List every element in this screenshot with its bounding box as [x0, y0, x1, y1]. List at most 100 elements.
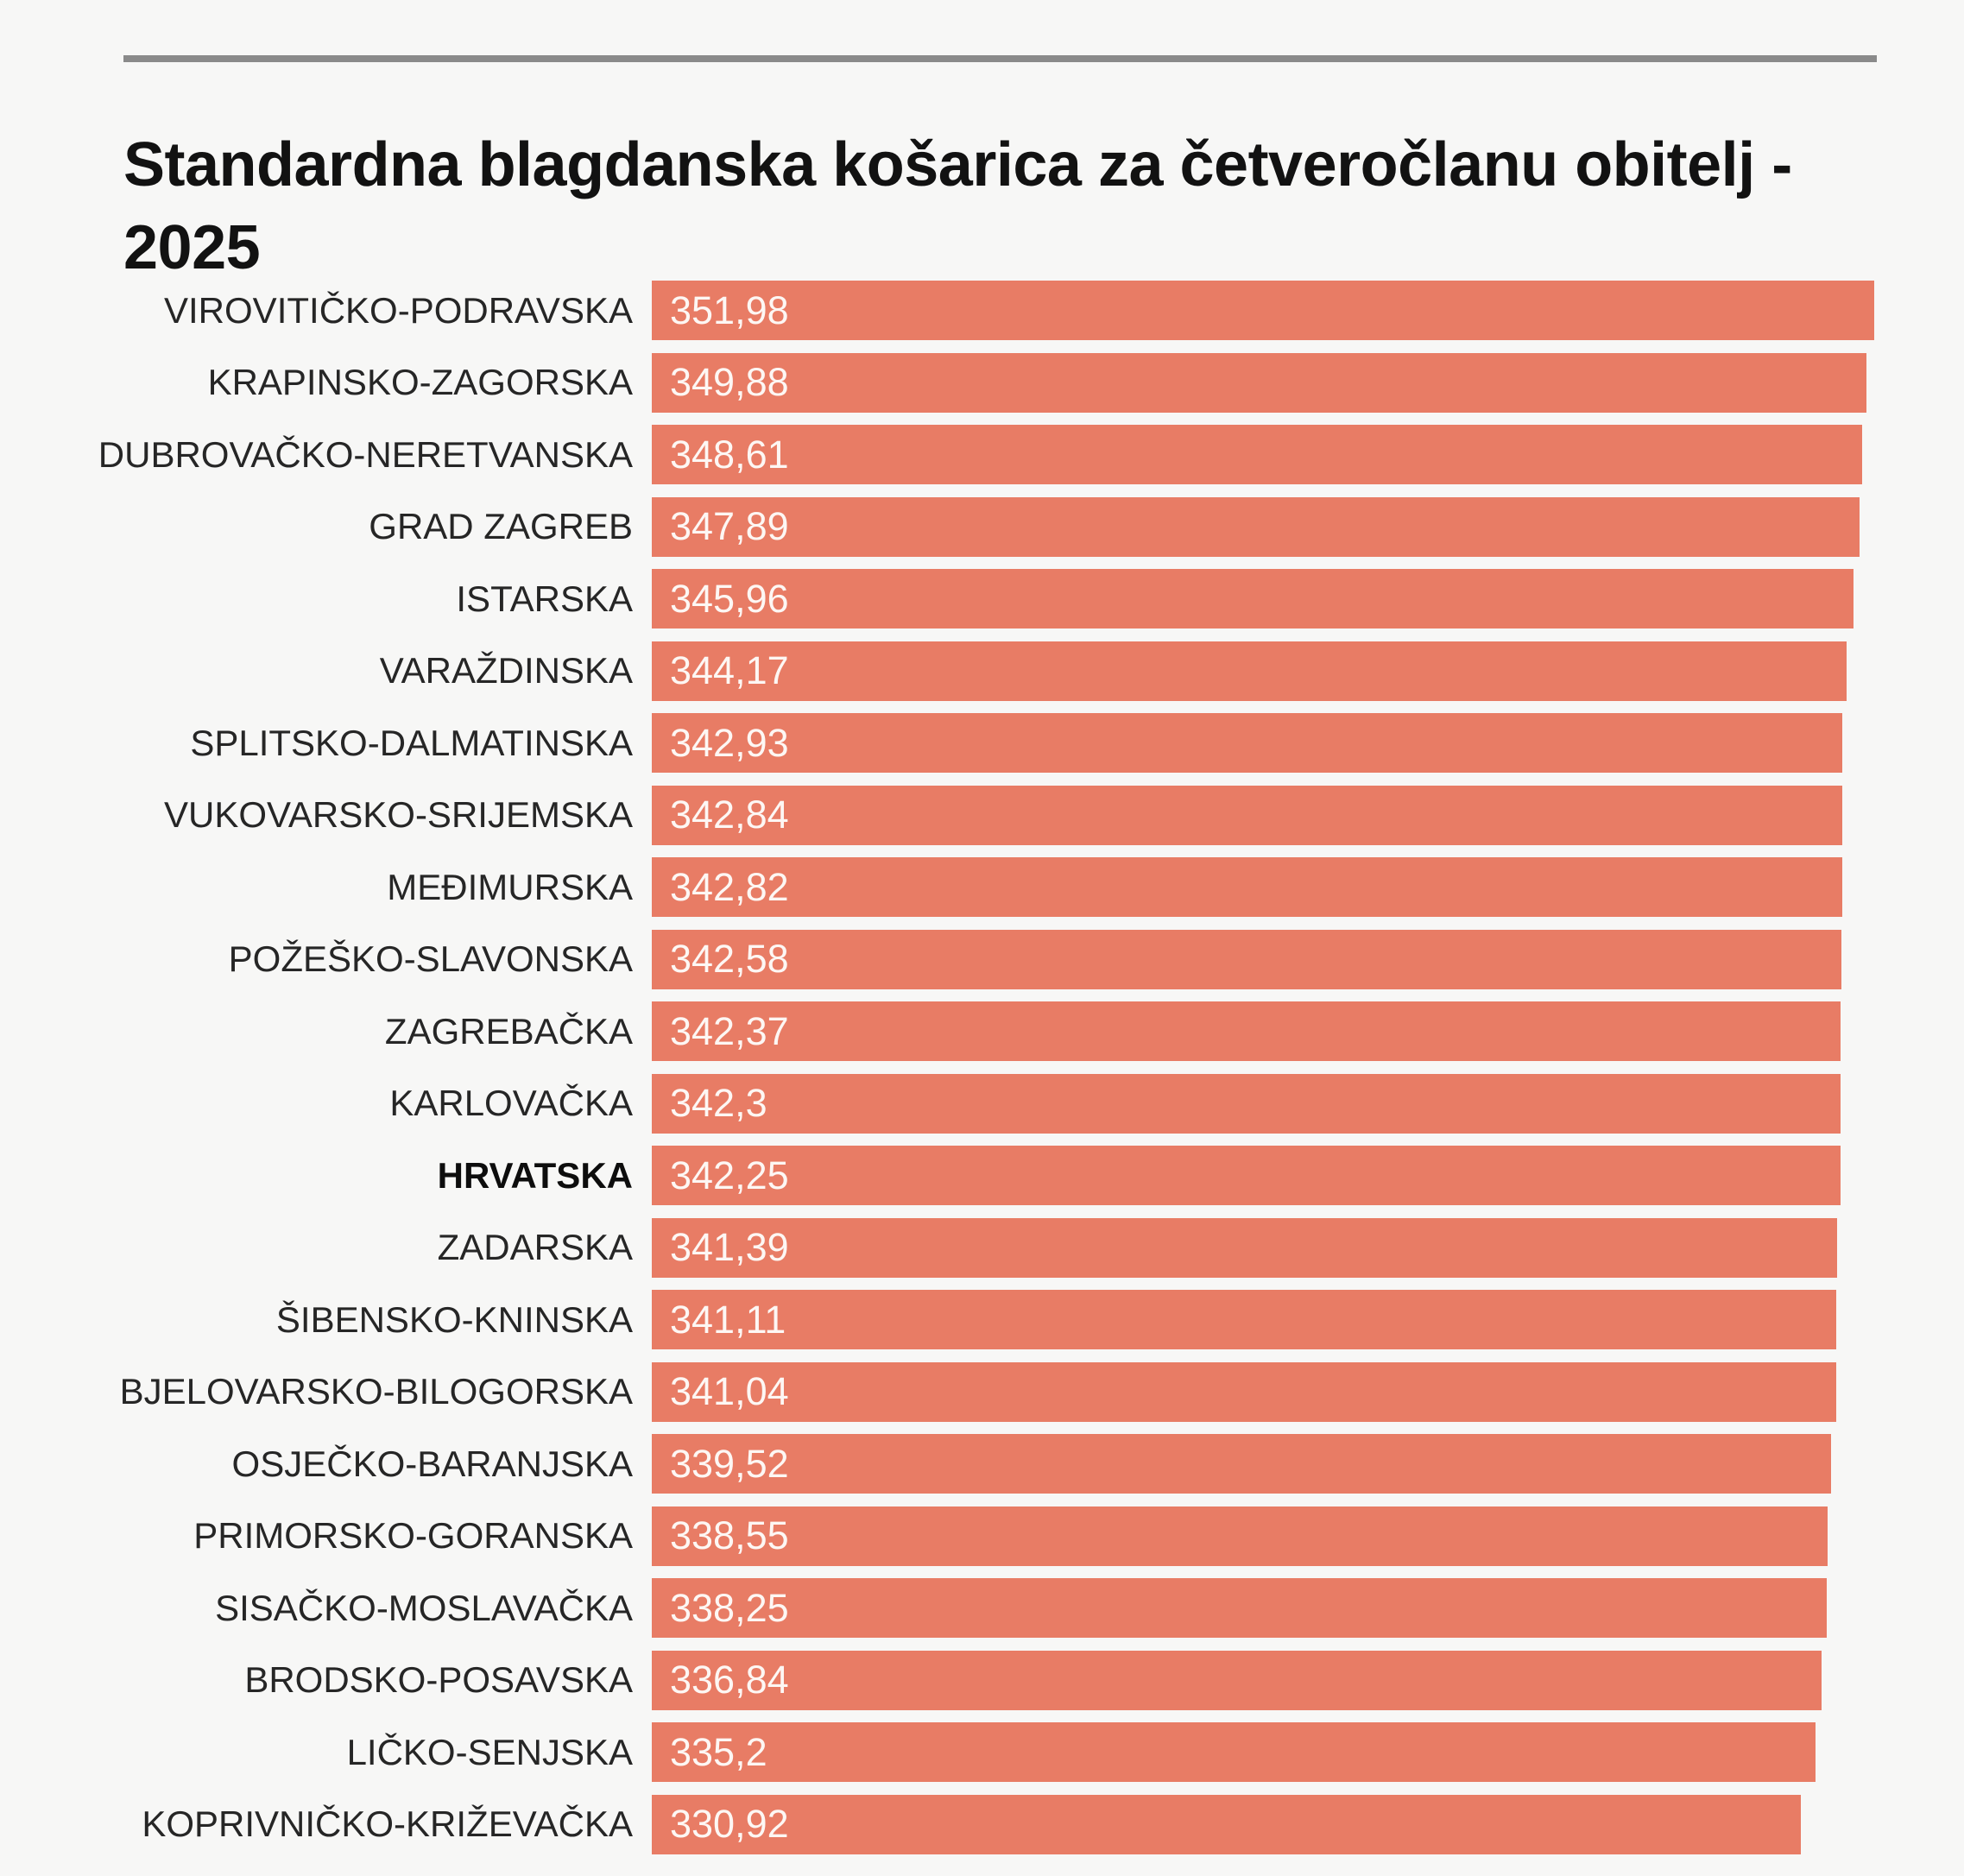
bar: 336,84	[652, 1650, 1822, 1710]
chart-row: DUBROVAČKO-NERETVANSKA 348,61	[0, 419, 1964, 491]
bar-value-label: 342,37	[670, 1008, 789, 1053]
bar-value-label: 342,82	[670, 864, 789, 909]
bar: 342,58	[652, 929, 1841, 989]
chart-row: ISTARSKA 345,96	[0, 563, 1964, 635]
chart-row: ZAGREBAČKA 342,37	[0, 995, 1964, 1068]
bar-value-label: 348,61	[670, 432, 789, 477]
bar: 330,92	[652, 1794, 1802, 1854]
row-label: VARAŽDINSKA	[379, 650, 633, 692]
bar-track: 338,25	[652, 1578, 1964, 1639]
bar-track: 351,98	[652, 281, 1964, 341]
row-label: KRAPINSKO-ZAGORSKA	[207, 362, 633, 403]
bar-value-label: 349,88	[670, 360, 789, 405]
bar-track: 349,88	[652, 352, 1964, 413]
bar: 342,84	[652, 785, 1842, 845]
bar: 342,37	[652, 1001, 1841, 1062]
chart-row: MEĐIMURSKA 342,82	[0, 851, 1964, 924]
bar-value-label: 351,98	[670, 287, 789, 332]
bar-value-label: 342,3	[670, 1081, 767, 1126]
row-label: ISTARSKA	[456, 578, 633, 619]
row-label: ZAGREBAČKA	[384, 1010, 633, 1052]
chart-row: ZADARSKA 341,39	[0, 1212, 1964, 1285]
bar: 339,52	[652, 1434, 1831, 1494]
page-title-line2: 2025	[123, 213, 261, 283]
bar-value-label: 347,89	[670, 504, 789, 549]
bar: 348,61	[652, 425, 1863, 485]
chart-row: HRVATSKA 342,25	[0, 1140, 1964, 1212]
bar-value-label: 344,17	[670, 648, 789, 693]
bar-value-label: 342,25	[670, 1153, 789, 1197]
row-label: SPLITSKO-DALMATINSKA	[190, 722, 633, 763]
row-label: KOPRIVNIČKO-KRIŽEVAČKA	[142, 1803, 633, 1845]
bar-value-label: 342,84	[670, 793, 789, 837]
chart-row: OSJEČKO-BARANJSKA 339,52	[0, 1428, 1964, 1500]
bar-track: 341,39	[652, 1217, 1964, 1278]
row-label: VUKOVARSKO-SRIJEMSKA	[163, 794, 633, 836]
chart-row: VUKOVARSKO-SRIJEMSKA 342,84	[0, 780, 1964, 852]
bar-track: 342,3	[652, 1073, 1964, 1134]
bar-track: 344,17	[652, 641, 1964, 701]
chart-row: KRAPINSKO-ZAGORSKA 349,88	[0, 347, 1964, 420]
chart-row: POŽEŠKO-SLAVONSKA 342,58	[0, 924, 1964, 996]
row-label: BJELOVARSKO-BILOGORSKA	[119, 1371, 633, 1412]
bar-track: 335,2	[652, 1722, 1964, 1783]
chart-row: BRODSKO-POSAVSKA 336,84	[0, 1645, 1964, 1717]
chart-row: SISAČKO-MOSLAVAČKA 338,25	[0, 1572, 1964, 1645]
bar: 335,2	[652, 1722, 1816, 1783]
bar: 341,39	[652, 1217, 1838, 1278]
bar-track: 339,52	[652, 1434, 1964, 1494]
bar-value-label: 330,92	[670, 1802, 789, 1847]
row-label: GRAD ZAGREB	[369, 506, 633, 547]
chart-row: VARAŽDINSKA 344,17	[0, 635, 1964, 708]
bar-track: 341,04	[652, 1361, 1964, 1422]
bar-track: 342,82	[652, 857, 1964, 918]
bar-track: 342,84	[652, 785, 1964, 845]
row-label: SISAČKO-MOSLAVAČKA	[215, 1587, 633, 1628]
bar: 344,17	[652, 641, 1847, 701]
bar-chart: VIROVITIČKO-PODRAVSKA 351,98 KRAPINSKO-Z…	[0, 275, 1964, 1860]
chart-row: ŠIBENSKO-KNINSKA 341,11	[0, 1284, 1964, 1356]
bar: 341,11	[652, 1290, 1836, 1350]
bar: 342,25	[652, 1146, 1841, 1206]
bar-track: 345,96	[652, 569, 1964, 629]
bar-track: 336,84	[652, 1650, 1964, 1710]
row-label: ŠIBENSKO-KNINSKA	[275, 1298, 633, 1340]
bar-track: 342,93	[652, 713, 1964, 774]
bar: 342,3	[652, 1073, 1841, 1134]
row-label: POŽEŠKO-SLAVONSKA	[228, 938, 633, 980]
bar-value-label: 338,55	[670, 1513, 789, 1558]
row-label: PRIMORSKO-GORANSKA	[193, 1515, 633, 1557]
row-label: KARLOVAČKA	[389, 1083, 633, 1124]
page-title: Standardna blagdanska košarica za četver…	[123, 123, 1850, 289]
bar-track: 342,25	[652, 1146, 1964, 1206]
bar-track: 342,37	[652, 1001, 1964, 1062]
chart-row: KARLOVAČKA 342,3	[0, 1068, 1964, 1140]
bar-value-label: 341,04	[670, 1369, 789, 1414]
chart-row: VIROVITIČKO-PODRAVSKA 351,98	[0, 275, 1964, 347]
bar: 351,98	[652, 281, 1874, 341]
chart-row: KOPRIVNIČKO-KRIŽEVAČKA 330,92	[0, 1789, 1964, 1861]
bar-value-label: 335,2	[670, 1729, 767, 1774]
bar-track: 341,11	[652, 1290, 1964, 1350]
chart-row: BJELOVARSKO-BILOGORSKA 341,04	[0, 1356, 1964, 1429]
chart-row: LIČKO-SENJSKA 335,2	[0, 1716, 1964, 1789]
bar-value-label: 338,25	[670, 1585, 789, 1630]
bar-value-label: 336,84	[670, 1658, 789, 1702]
bar-track: 330,92	[652, 1794, 1964, 1854]
page-title-line1: Standardna blagdanska košarica za četver…	[123, 130, 1792, 200]
bar-value-label: 342,93	[670, 720, 789, 765]
bar: 342,93	[652, 713, 1843, 774]
row-label: MEĐIMURSKA	[387, 866, 633, 907]
bar: 345,96	[652, 569, 1853, 629]
bar: 338,55	[652, 1506, 1828, 1566]
bar: 347,89	[652, 496, 1860, 557]
row-label: HRVATSKA	[437, 1154, 633, 1196]
chart-row: GRAD ZAGREB 347,89	[0, 491, 1964, 564]
bar-value-label: 341,39	[670, 1225, 789, 1270]
row-label: DUBROVAČKO-NERETVANSKA	[98, 433, 633, 475]
bar-value-label: 342,58	[670, 937, 789, 982]
bar: 338,25	[652, 1578, 1827, 1639]
row-label: ZADARSKA	[437, 1227, 633, 1268]
bar: 349,88	[652, 352, 1867, 413]
row-label: VIROVITIČKO-PODRAVSKA	[164, 289, 633, 331]
